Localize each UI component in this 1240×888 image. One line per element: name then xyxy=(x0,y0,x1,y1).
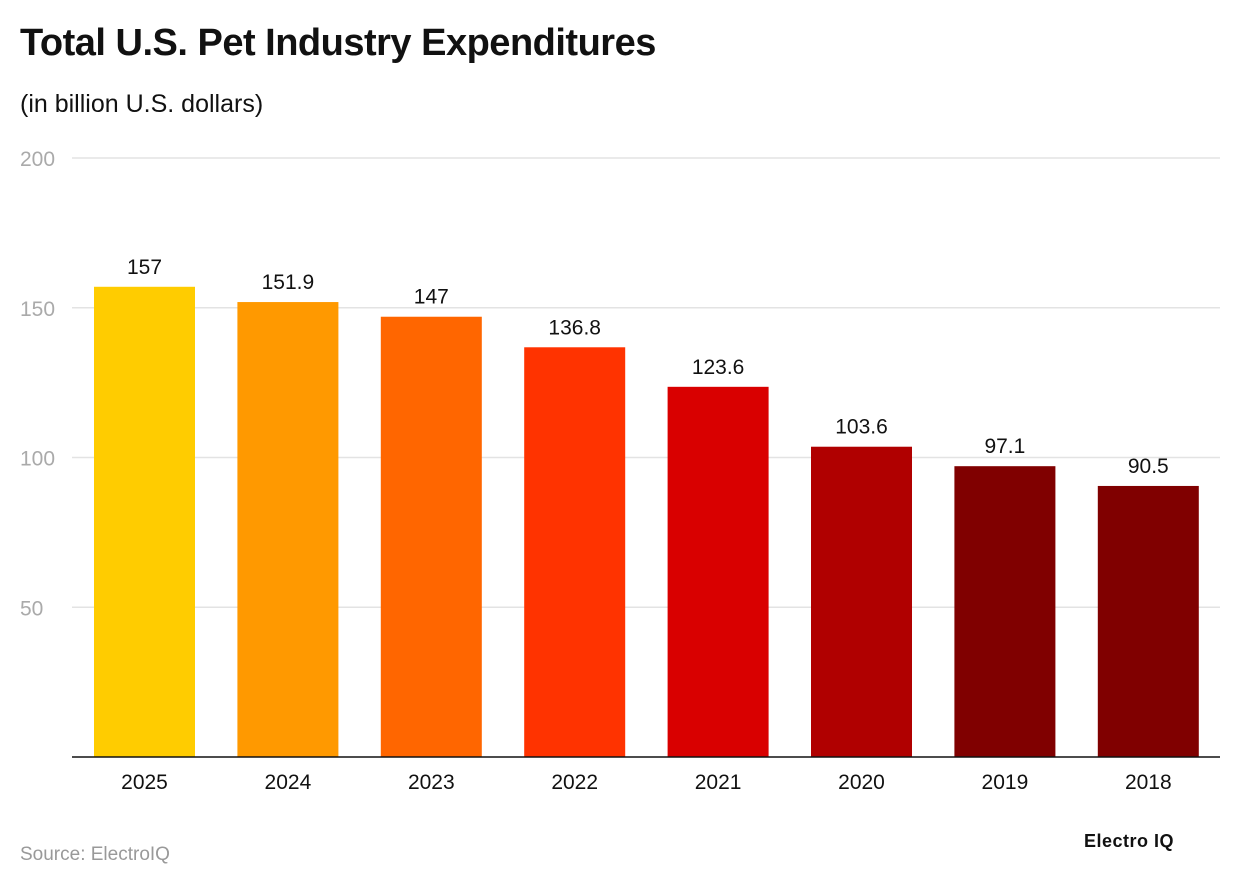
x-tick-label: 2021 xyxy=(695,771,742,794)
x-tick-label: 2024 xyxy=(265,771,312,794)
data-label: 123.6 xyxy=(692,356,745,379)
bar-2020 xyxy=(811,446,912,757)
electroiq-logo: Electro IQ xyxy=(1084,831,1175,851)
source-note: Source: ElectroIQ xyxy=(20,844,170,865)
data-label: 157 xyxy=(127,256,162,279)
y-tick-label: 100 xyxy=(20,448,55,471)
x-tick-label: 2018 xyxy=(1125,771,1172,794)
x-tick-label: 2022 xyxy=(551,771,598,794)
bar-2018 xyxy=(1097,485,1199,757)
bar-2021 xyxy=(667,386,769,757)
data-label: 151.9 xyxy=(262,271,315,294)
data-label: 147 xyxy=(414,286,449,309)
y-tick-label: 150 xyxy=(20,298,55,321)
bar-2024 xyxy=(237,302,339,757)
data-label: 103.6 xyxy=(835,416,888,439)
x-tick-label: 2019 xyxy=(982,771,1029,794)
bar-2023 xyxy=(380,316,482,757)
bar-2025 xyxy=(94,286,195,757)
data-label: 90.5 xyxy=(1128,455,1169,478)
x-tick-label: 2020 xyxy=(838,771,885,794)
x-tick-label: 2025 xyxy=(121,771,168,794)
chart-title: Total U.S. Pet Industry Expenditures xyxy=(20,22,656,64)
bar-2022 xyxy=(524,347,626,757)
x-tick-label: 2023 xyxy=(408,771,455,794)
chart-subtitle: (in billion U.S. dollars) xyxy=(20,90,264,118)
y-tick-label: 50 xyxy=(20,597,43,620)
bar-2019 xyxy=(954,466,1056,757)
y-tick-label: 200 xyxy=(20,148,55,171)
data-label: 97.1 xyxy=(984,435,1025,458)
data-label: 136.8 xyxy=(548,316,601,339)
